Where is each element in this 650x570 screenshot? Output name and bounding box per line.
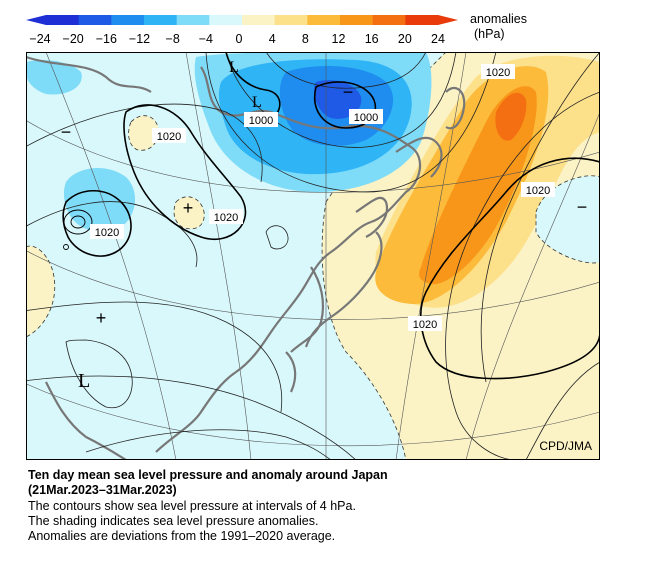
contour-label: 1000 (349, 109, 383, 124)
contour-label: 1020 (209, 209, 243, 224)
anomaly-minus-symbol: − (577, 197, 588, 217)
svg-text:1020: 1020 (95, 227, 119, 239)
contour-label: 1020 (152, 128, 186, 143)
anomaly-plus-symbol: + (96, 308, 107, 328)
colorbar-box (372, 15, 406, 25)
colorbar-tick-label: −8 (166, 32, 180, 46)
colorbar-box (111, 15, 145, 25)
colorbar-tick-label: −12 (129, 32, 150, 46)
low-pressure-symbol: L (252, 94, 262, 111)
map-graticule (26, 52, 600, 460)
colorbar-tick-labels: −24 −20 −16 −12 −8 −4 0 4 8 12 16 20 24 (29, 32, 445, 46)
colorbar-tick-label: 16 (365, 32, 379, 46)
colorbar-tick-label: 0 (236, 32, 243, 46)
colorbar-tick-label: 20 (398, 32, 412, 46)
colorbar-box (274, 15, 308, 25)
caption-anomalies-note: Anomalies are deviations from the 1991–2… (28, 529, 336, 543)
pressure-anomaly-map: 1020 1000 1000 1020 1020 1020 1020 1020 (26, 52, 600, 460)
colorbar-arrow-left (26, 15, 46, 25)
negative-anomaly-4 (63, 167, 136, 233)
svg-text:1000: 1000 (249, 115, 273, 127)
colorbar-tick-label: 8 (302, 32, 309, 46)
svg-text:1020: 1020 (157, 131, 181, 143)
colorbar-box (176, 15, 210, 25)
colorbar-box (209, 15, 243, 25)
svg-text:1020: 1020 (486, 67, 510, 79)
colorbar-box (78, 15, 112, 25)
colorbar-tick-label: 24 (431, 32, 445, 46)
contour-label: 1020 (481, 64, 515, 79)
colorbar-unit-label: anomalies (470, 12, 527, 26)
colorbar-box (46, 15, 80, 25)
coastlines (26, 55, 466, 460)
colorbar-tick-label: −4 (199, 32, 213, 46)
negative-anomaly-west-small (26, 60, 82, 95)
anomaly-minus-symbol: − (343, 82, 354, 102)
anomaly-colorbar: −24 −20 −16 −12 −8 −4 0 4 8 12 16 20 24 anomalies (h… (26, 12, 527, 46)
caption-contours-note: The contours show sea level pressure at … (28, 499, 356, 513)
colorbar-box (307, 15, 341, 25)
svg-text:1000: 1000 (354, 112, 378, 124)
contour-label: 1020 (521, 182, 555, 197)
colorbar-tick-label: −20 (63, 32, 84, 46)
colorbar-box (405, 15, 439, 25)
positive-anomaly-west-2 (173, 196, 205, 230)
colorbar-box (144, 15, 178, 25)
colorbar-box (242, 15, 276, 25)
isobars (26, 52, 600, 460)
isobars-1020 (62, 104, 600, 380)
low-pressure-symbol: L (78, 370, 90, 392)
contour-label: 1000 (244, 112, 278, 127)
map-frame (26, 52, 600, 460)
contour-label: 1020 (90, 224, 124, 239)
positive-anomaly-west-1 (26, 245, 56, 338)
contour-label: 1020 (408, 316, 442, 331)
anomaly-minus-symbol: − (61, 122, 72, 142)
colorbar-tick-label: 12 (332, 32, 346, 46)
caption-title: Ten day mean sea level pressure and anom… (28, 468, 388, 482)
isobars-small-low (63, 209, 93, 250)
colorbar-boxes (46, 15, 439, 25)
caption-period: (21Mar.2023–31Mar.2023) (28, 483, 177, 497)
svg-text:1020: 1020 (214, 212, 238, 224)
colorbar-tick-label: −24 (29, 32, 50, 46)
caption-shading-note: The shading indicates sea level pressure… (28, 514, 319, 528)
colorbar-tick-label: −16 (96, 32, 117, 46)
colorbar-tick-label: 4 (269, 32, 276, 46)
colorbar-unit-label-hpa: (hPa) (474, 27, 505, 41)
low-pressure-symbol: L (229, 59, 239, 76)
anomaly-plus-symbol: + (183, 198, 194, 218)
contour-labels: 1020 1000 1000 1020 1020 1020 1020 1020 (90, 64, 555, 331)
map-credit: CPD/JMA (539, 439, 592, 453)
colorbar-arrow-right (438, 15, 458, 25)
positive-anomaly-west-3 (128, 115, 159, 151)
svg-text:1020: 1020 (526, 185, 550, 197)
positive-anomaly-16 (495, 92, 527, 141)
colorbar-box (340, 15, 374, 25)
svg-text:1020: 1020 (413, 319, 437, 331)
